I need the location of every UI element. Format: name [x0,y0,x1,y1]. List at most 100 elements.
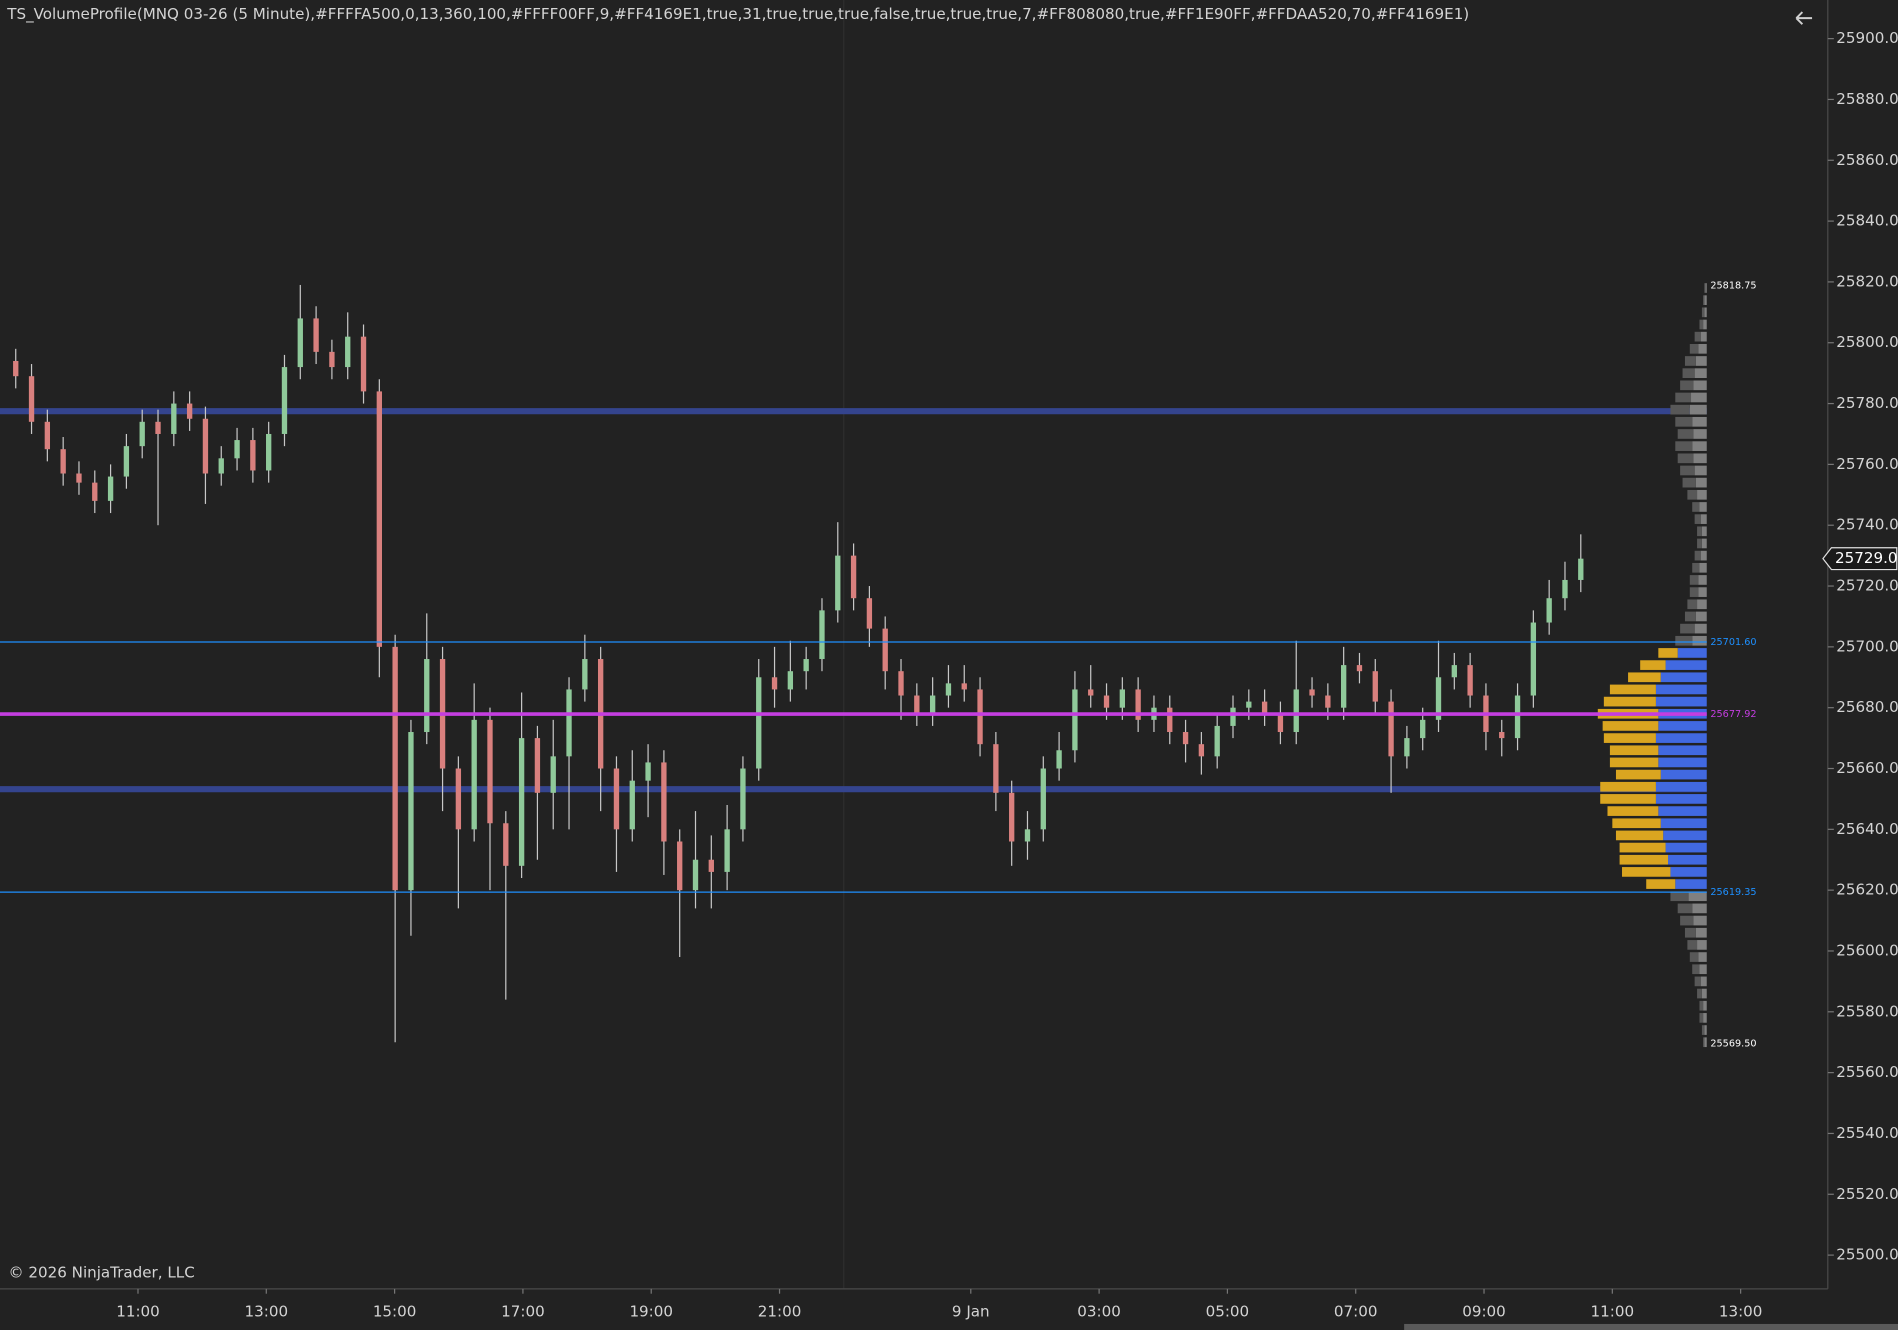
profile-bar-left [1675,416,1693,427]
candle-body [945,683,952,696]
candle-body [1182,732,1189,745]
profile-bar-left [1677,429,1694,439]
y-tick-label: 25720.00 [1836,577,1898,595]
candle-body [1167,707,1173,733]
candle-body [1119,689,1126,708]
profile-bar-right [1692,416,1707,427]
x-tick-label: 09:00 [1462,1302,1506,1320]
candle-body [629,780,635,830]
y-tick-label: 25680.00 [1836,698,1898,716]
candle-body [28,376,35,422]
profile-bar-right [1655,781,1707,792]
profile-bar-left [1658,648,1678,658]
candle-body [708,859,714,872]
candle-body [1514,695,1521,739]
profile-bar-left [1694,331,1701,342]
x-tick-label: 05:00 [1206,1302,1250,1320]
candle-body [961,683,967,690]
candle-body [471,719,477,830]
candle-body [392,646,398,891]
back-arrow[interactable] [1795,11,1813,25]
profile-bar-left [1689,952,1699,962]
candle-body [1340,665,1347,708]
candle-body [1277,713,1284,733]
profile-bar-left [1640,660,1666,670]
profile-bar-left [1646,879,1676,889]
scrollbar[interactable] [1404,1323,1898,1330]
candle-body [1009,792,1015,842]
y-tick-label: 25580.00 [1836,1002,1898,1020]
profile-bar-left [1680,915,1694,926]
profile-bar-right [1700,331,1707,342]
candle-body [92,482,98,501]
candle-body [345,336,351,368]
candle-body [1135,689,1141,720]
profile-bar-left [1682,477,1696,488]
profile-bar-right [1697,489,1707,500]
profile-bar-left [1692,562,1700,573]
profile-bar-left [1619,854,1669,865]
x-tick-label: 13:00 [1719,1302,1763,1320]
profile-bar-right [1655,696,1707,707]
candle-body [1372,671,1378,702]
profile-bar-left [1600,781,1656,792]
profile-bar-right [1665,842,1707,853]
profile-bar-left [1694,514,1701,524]
profile-bar-right [1660,672,1707,683]
candle-body [582,659,588,690]
level-label: 25619.35 [1710,887,1756,898]
profile-bar-left [1619,842,1666,853]
profile-bar-right [1699,562,1707,573]
profile-bar-left [1670,404,1690,415]
candle-body [76,473,82,483]
profile-bar-left [1684,927,1696,938]
profile-bar-right [1695,927,1707,938]
profile-bar-right [1665,660,1707,670]
candle-body [123,446,130,477]
candle-body [250,440,256,471]
profile-bar-right [1698,952,1707,962]
profile-bar-right [1694,465,1707,476]
profile-bar-left [1694,550,1701,561]
profile-bar-left [1615,830,1664,841]
profile-bar-right [1700,550,1707,561]
profile-bar-left [1609,757,1659,768]
profile-bar-right [1660,818,1707,829]
candle-body [281,367,288,434]
profile-bar-left [1692,964,1700,975]
profile-bar-right [1692,635,1707,646]
profile-bar-left [1680,623,1695,634]
candle-body [487,719,493,824]
profile-bar-right [1694,623,1707,634]
profile-bar-right [1700,514,1707,524]
profile-bar-left [1680,465,1695,476]
profile-bar-right [1701,526,1707,537]
profile-bar-right [1693,453,1707,464]
candle-body [1309,689,1315,696]
level-label: 25818.75 [1710,281,1756,292]
candle-body [677,841,683,891]
profile-bar-right [1691,392,1707,403]
candle-body [1404,738,1410,757]
profile-bar-right [1693,429,1707,439]
profile-bar-right [1703,1013,1707,1023]
profile-bar-left [1612,818,1661,829]
candle-body [661,762,667,842]
candle-body [186,403,193,419]
profile-bar-right [1697,599,1707,610]
y-tick-label: 25660.00 [1836,759,1898,777]
profile-bar-left [1615,769,1661,780]
candle-body [455,768,462,830]
level-label: 25701.60 [1710,637,1756,648]
candle-body [898,671,904,696]
profile-bar-left [1628,672,1661,683]
profile-bar-left [1687,599,1698,610]
profile-bar-right [1704,307,1707,318]
profile-bar-right [1692,903,1707,914]
profile-bar-left [1687,489,1698,500]
profile-bar-right [1698,575,1707,585]
x-tick-label: 17:00 [501,1302,545,1320]
candle-body [1024,829,1031,842]
